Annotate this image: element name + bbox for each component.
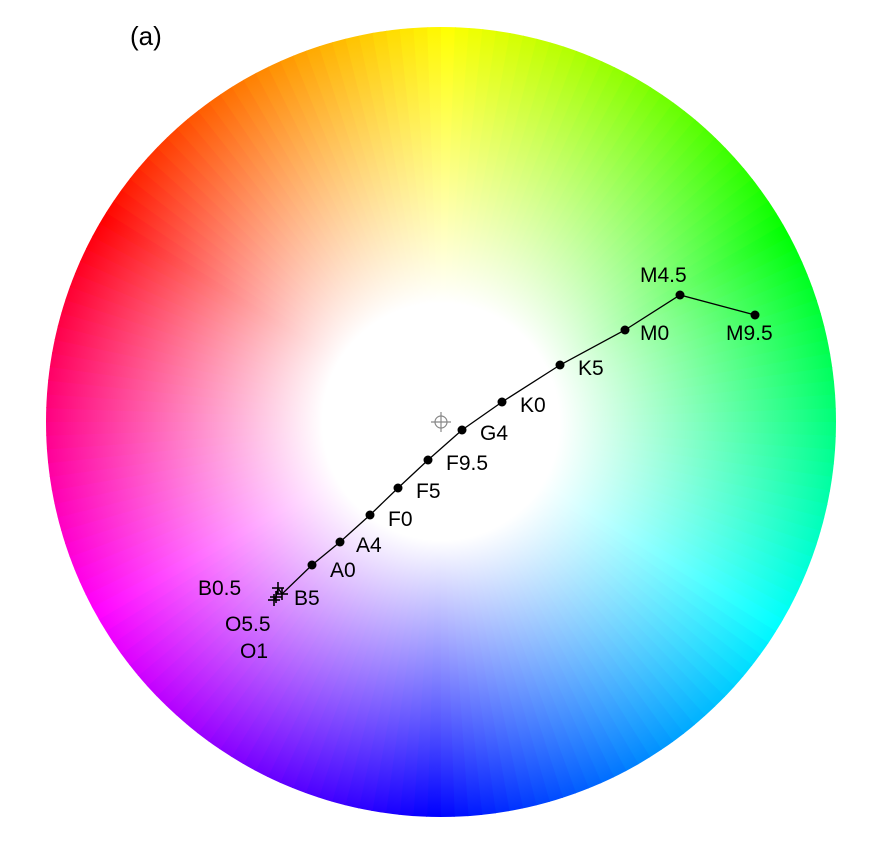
panel-label: (a): [130, 21, 162, 51]
spectral-point-label: F9.5: [446, 452, 488, 475]
spectral-point-label: B5: [294, 587, 320, 610]
spectral-point-label: O5.5: [225, 613, 271, 636]
spectral-point-label: A0: [330, 559, 356, 582]
dot-icon: [676, 291, 685, 300]
spectral-point-label: B0.5: [198, 577, 241, 600]
dot-icon: [751, 311, 760, 320]
spectral-point-label: M9.5: [726, 322, 773, 345]
dot-icon: [366, 511, 375, 520]
dot-icon: [621, 326, 630, 335]
dot-icon: [394, 484, 403, 493]
spectral-point-label: K5: [578, 357, 604, 380]
spectral-point-label: O1: [240, 640, 268, 663]
spectral-point-label: A4: [356, 534, 382, 557]
dot-icon: [556, 361, 565, 370]
spectral-point-label: F0: [388, 508, 413, 531]
dot-icon: [336, 538, 345, 547]
dot-icon: [308, 561, 317, 570]
dot-icon: [498, 398, 507, 407]
spectral-point-label: K0: [520, 394, 546, 417]
dot-icon: [458, 426, 467, 435]
dot-icon: [424, 456, 433, 465]
spectral-point-label: M0: [640, 322, 669, 345]
spectral-point-label: F5: [416, 480, 441, 503]
spectral-point-label: M4.5: [640, 264, 687, 287]
spectral-point-label: G4: [480, 422, 508, 445]
